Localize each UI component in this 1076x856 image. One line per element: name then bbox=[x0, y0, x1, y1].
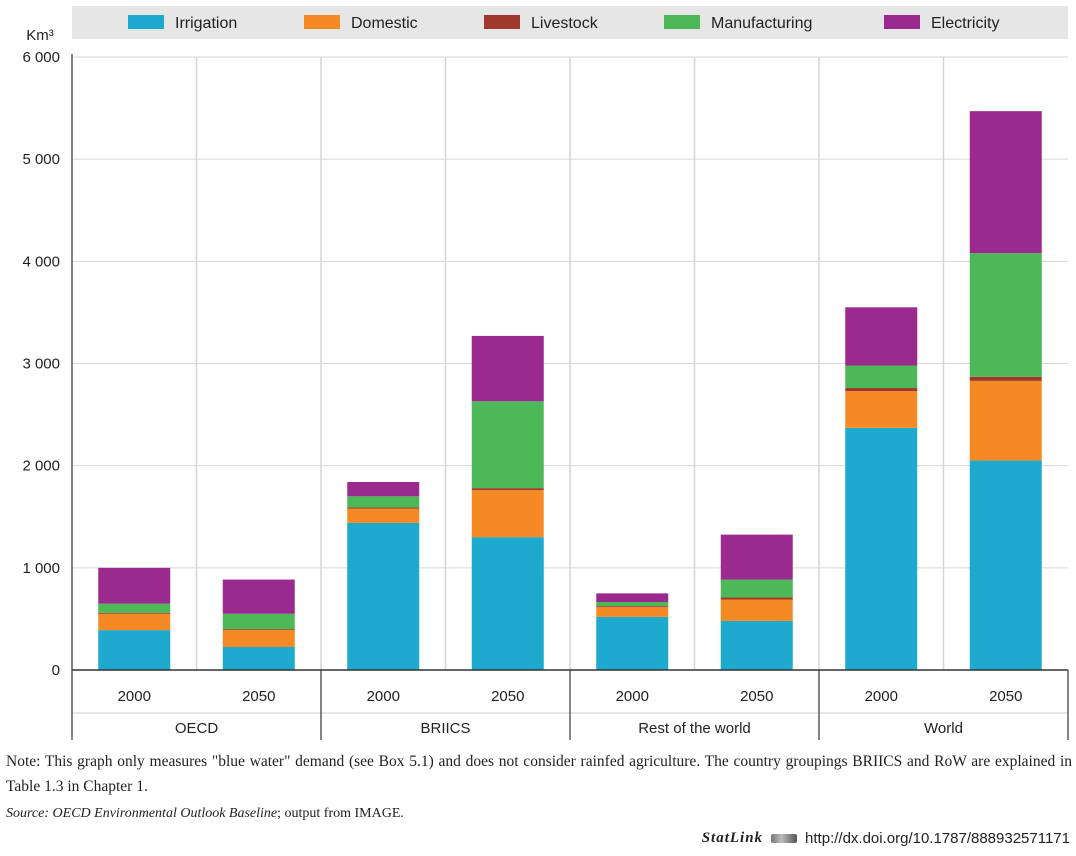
bar-segment-manufacturing bbox=[471, 401, 544, 489]
legend-label: Manufacturing bbox=[711, 15, 812, 32]
bar-segment-irrigation bbox=[347, 522, 420, 670]
x-axis: 2000 2050 OECD 2000 2050 BRIICS 2000 2050 Rest o… bbox=[71, 54, 1069, 740]
bar-segment-electricity bbox=[596, 593, 669, 603]
bars bbox=[98, 111, 1042, 670]
x-tick-label: 2050 bbox=[740, 688, 773, 705]
group-label: OECD bbox=[175, 720, 219, 737]
statlink: StatLink http://dx.doi.org/10.1787/88893… bbox=[702, 830, 1070, 847]
y-tick-label: 0 bbox=[52, 662, 60, 679]
bar-segment-domestic bbox=[596, 607, 669, 617]
stacked-bar-chart: Irrigation Domestic Livestock Manufacturing… bbox=[22, 6, 1069, 740]
y-tick-label: 1 000 bbox=[22, 560, 60, 577]
bar-segment-livestock bbox=[98, 612, 171, 614]
x-tick-label: 2000 bbox=[865, 688, 898, 705]
bar-segment-livestock bbox=[347, 507, 420, 509]
bar-segment-manufacturing bbox=[969, 253, 1042, 377]
source-label: Source: bbox=[6, 806, 50, 821]
bar-segment-electricity bbox=[845, 307, 918, 366]
legend-swatch-manufacturing bbox=[664, 15, 700, 29]
legend-label: Domestic bbox=[351, 15, 418, 32]
legend-label: Irrigation bbox=[175, 15, 237, 32]
statlink-brand: StatLink bbox=[701, 830, 764, 846]
bar-segment-manufacturing bbox=[347, 496, 420, 508]
bar-segment-electricity bbox=[471, 335, 544, 402]
statlink-url[interactable]: http://dx.doi.org/10.1787/888932571171 bbox=[805, 830, 1070, 847]
bar-segment-domestic bbox=[98, 613, 171, 631]
bar-segment-irrigation bbox=[969, 460, 1042, 670]
bar-segment-electricity bbox=[347, 482, 420, 497]
source-title: OECD Environmental Outlook Baseline bbox=[52, 806, 278, 821]
bar-segment-electricity bbox=[222, 579, 295, 614]
source-rest: ; output from IMAGE. bbox=[277, 806, 404, 821]
x-tick-label: 2000 bbox=[616, 688, 649, 705]
bar-segment-livestock bbox=[969, 376, 1042, 381]
source-line: Source: OECD Environmental Outlook Basel… bbox=[6, 806, 1072, 822]
legend-swatch-domestic bbox=[304, 15, 340, 29]
x-tick-label: 2050 bbox=[989, 688, 1022, 705]
bar-segment-manufacturing bbox=[845, 365, 918, 389]
x-tick-label: 2050 bbox=[242, 688, 275, 705]
group-label: Rest of the world bbox=[638, 720, 751, 737]
bar-segment-domestic bbox=[845, 391, 918, 428]
bar-segment-manufacturing bbox=[596, 602, 669, 607]
bar-segment-irrigation bbox=[222, 647, 295, 670]
legend-label: Livestock bbox=[531, 15, 599, 32]
legend-swatch-livestock bbox=[484, 15, 520, 29]
group-label: World bbox=[924, 720, 963, 737]
bar-segment-manufacturing bbox=[222, 613, 295, 630]
y-tick-label: 5 000 bbox=[22, 151, 60, 168]
bar-segment-irrigation bbox=[596, 616, 669, 670]
bar-segment-domestic bbox=[969, 380, 1042, 461]
note-text: Note: This graph only measures "blue wat… bbox=[6, 753, 1072, 795]
legend-label: Electricity bbox=[931, 15, 999, 32]
bar-segment-electricity bbox=[969, 111, 1042, 254]
y-tick-label: 6 000 bbox=[22, 49, 60, 66]
bar-segment-livestock bbox=[720, 597, 793, 600]
legend: Irrigation Domestic Livestock Manufacturing… bbox=[128, 15, 999, 32]
x-tick-label: 2050 bbox=[491, 688, 524, 705]
bar-segment-manufacturing bbox=[98, 603, 171, 613]
y-axis-ticks: 0 1 000 2 000 3 000 4 000 5 000 6 000 bbox=[22, 49, 60, 679]
legend-swatch-irrigation bbox=[128, 15, 164, 29]
y-tick-label: 3 000 bbox=[22, 356, 60, 373]
bar-segment-electricity bbox=[720, 534, 793, 580]
bar-segment-domestic bbox=[347, 508, 420, 523]
bar-segment-livestock bbox=[471, 488, 544, 491]
y-tick-label: 2 000 bbox=[22, 458, 60, 475]
bar-segment-irrigation bbox=[845, 427, 918, 670]
bar-segment-livestock bbox=[596, 606, 669, 608]
y-axis-label: Km³ bbox=[26, 27, 54, 44]
bar-segment-irrigation bbox=[471, 537, 544, 670]
x-tick-label: 2000 bbox=[118, 688, 151, 705]
bar-segment-livestock bbox=[845, 388, 918, 392]
x-tick-label: 2000 bbox=[367, 688, 400, 705]
bar-segment-domestic bbox=[222, 630, 295, 648]
bar-segment-electricity bbox=[98, 567, 171, 604]
bar-segment-manufacturing bbox=[720, 579, 793, 598]
y-tick-label: 4 000 bbox=[22, 253, 60, 270]
grid bbox=[72, 56, 1068, 670]
group-label: BRIICS bbox=[420, 720, 470, 737]
bar-segment-livestock bbox=[222, 629, 295, 631]
bar-segment-irrigation bbox=[720, 620, 793, 670]
bar-segment-domestic bbox=[471, 490, 544, 538]
statlink-logo-icon bbox=[771, 834, 798, 843]
legend-swatch-electricity bbox=[884, 15, 920, 29]
bar-segment-domestic bbox=[720, 599, 793, 621]
bar-segment-irrigation bbox=[98, 630, 171, 670]
